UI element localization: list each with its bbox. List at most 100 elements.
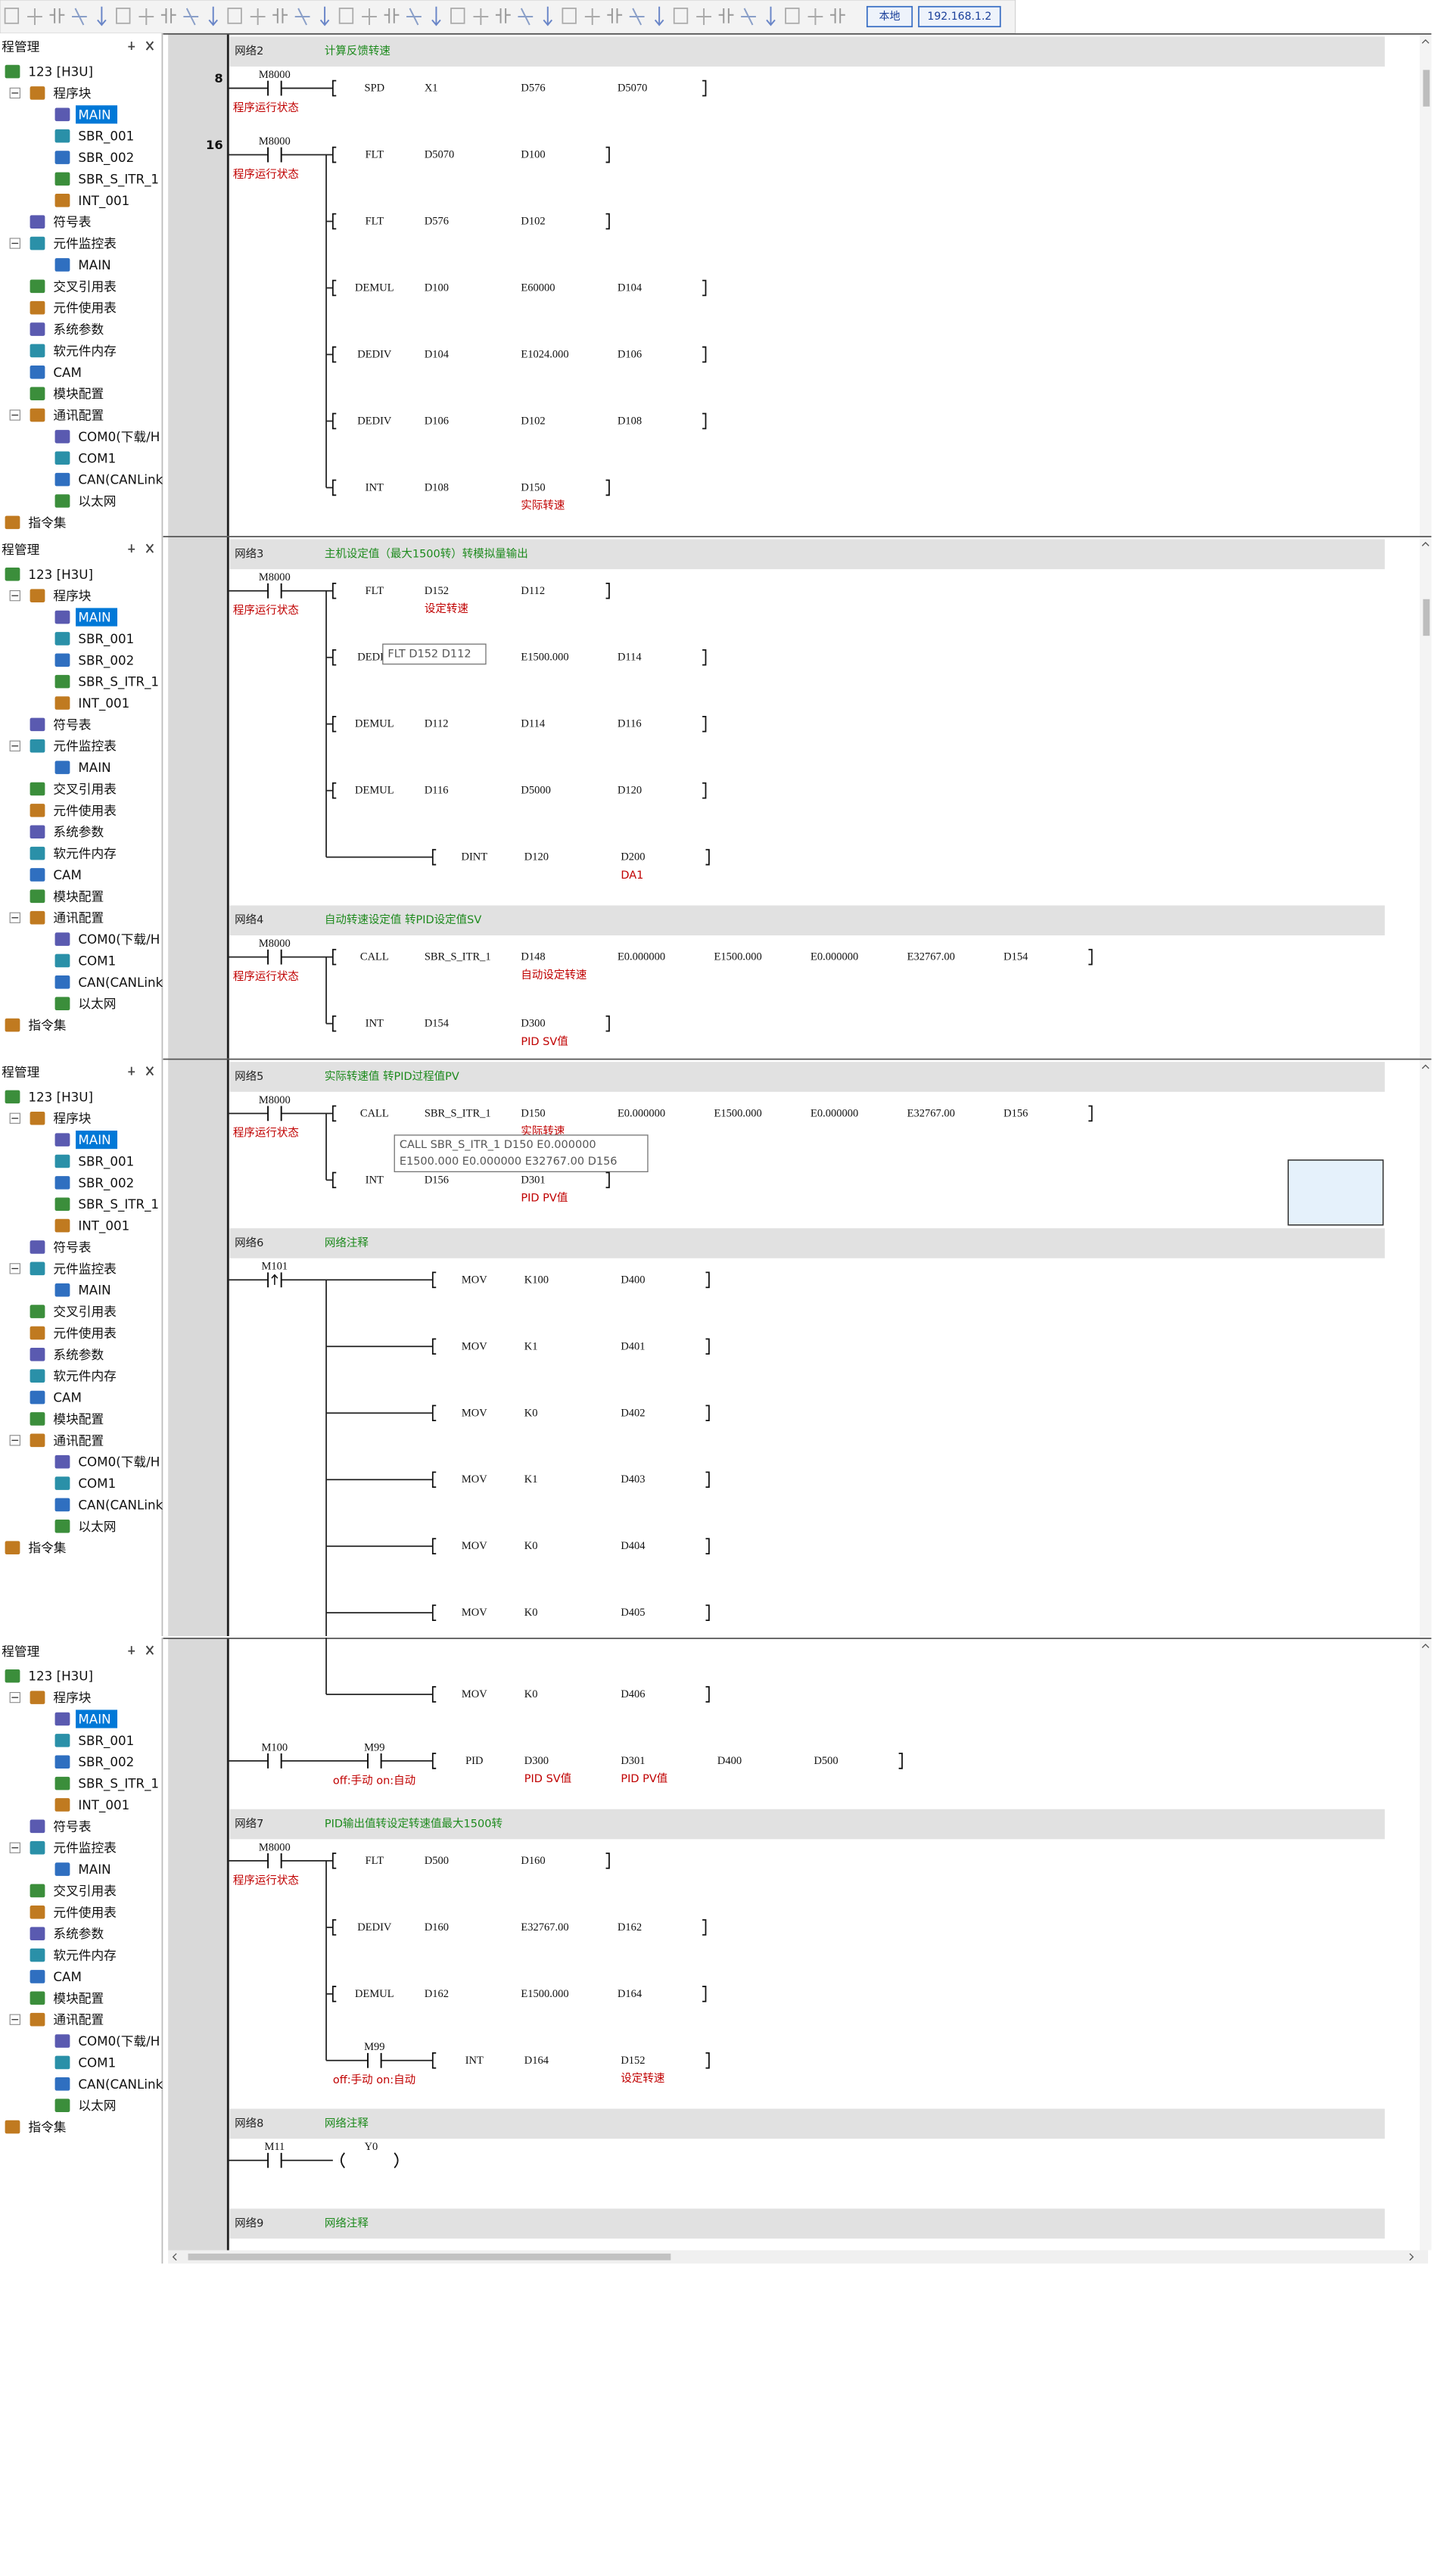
toolbar-icon[interactable] [319,6,330,26]
tree-item[interactable]: 软元件内存 [53,343,117,358]
tree-item[interactable]: SBR_002 [78,150,134,166]
tree-item[interactable]: MAIN [78,760,110,775]
tree-item[interactable]: SBR_002 [78,1754,134,1770]
tree-item[interactable]: 交叉引用表 [53,278,117,294]
tree-item[interactable]: 指令集 [28,1540,66,1555]
tree-item[interactable]: 元件监控表 [53,739,117,754]
toolbar-icon[interactable] [160,8,176,23]
tree-item[interactable]: CAM [53,365,82,380]
scroll-up[interactable] [1421,1644,1430,1648]
toolbar-icon[interactable] [562,8,577,24]
tree-item[interactable]: 元件监控表 [53,236,117,251]
tree-item[interactable]: MAIN [78,1862,110,1877]
pin-button[interactable] [128,41,135,50]
tree-item[interactable]: COM0(下载/H [78,932,160,947]
tree-item[interactable]: 以太网 [78,1519,116,1534]
tree-item[interactable]: SBR_S_ITR_1 [78,1776,159,1792]
tree-item[interactable]: CAN(CANLink [78,472,163,487]
pin-button[interactable] [128,544,135,553]
toolbar-icon[interactable] [431,6,441,26]
tree-item[interactable]: SBR_001 [78,1733,134,1749]
tree-item[interactable]: MAIN [78,1132,110,1147]
tree-item[interactable]: 通讯配置 [53,910,104,926]
toolbar-icon[interactable] [27,8,42,25]
toolbar-icon[interactable] [250,8,266,25]
toolbar-icon[interactable] [543,6,553,26]
toolbar-icon[interactable] [629,8,645,26]
toolbar-icon[interactable] [584,8,600,25]
tree-item[interactable]: COM0(下载/H [78,429,160,444]
tree-item[interactable]: 系统参数 [53,1926,104,1941]
tree-item[interactable]: 符号表 [53,717,91,732]
toolbar-icon[interactable] [272,8,288,23]
tree-item[interactable]: CAN(CANLink [78,975,163,990]
tree-item[interactable]: 模块配置 [53,888,104,904]
close-button[interactable] [145,1066,154,1076]
ip-button[interactable] [918,5,1001,28]
toolbar-icon[interactable] [807,8,823,25]
tree-item[interactable]: 元件使用表 [53,300,117,316]
toolbar-icon[interactable] [766,6,776,26]
tree-item[interactable]: 系统参数 [53,1347,104,1362]
pin-button[interactable] [128,1066,135,1075]
tree-item[interactable]: 模块配置 [53,1990,104,2005]
tree-item[interactable]: 元件使用表 [53,1905,117,1920]
tree-item[interactable]: 程序块 [53,1690,91,1705]
toolbar-icon[interactable] [97,6,107,26]
tree-item[interactable]: 通讯配置 [53,2012,104,2027]
tree-item[interactable]: 符号表 [53,1240,91,1255]
tree-item[interactable]: 系统参数 [53,322,104,337]
tree-item[interactable]: 模块配置 [53,1411,104,1426]
toolbar-icon[interactable] [673,8,689,24]
scroll-up[interactable] [1421,542,1430,546]
toolbar-icon[interactable] [406,8,422,26]
toolbar-icon[interactable] [72,8,87,26]
tree-item[interactable]: 以太网 [78,996,116,1011]
tree-item[interactable]: 123 [H3U] [28,567,93,582]
tree-item[interactable]: SBR_S_ITR_1 [78,171,159,187]
tree-item[interactable]: MAIN [78,610,110,625]
tree-item[interactable]: MAIN [78,1283,110,1298]
tree-item[interactable]: 程序块 [53,86,91,101]
tree-item[interactable]: CAM [53,1969,82,1984]
toolbar-icon[interactable] [338,8,354,24]
toolbar-icon[interactable] [607,8,623,23]
pin-button[interactable] [128,1646,135,1655]
scroll-left[interactable] [172,2253,177,2261]
tree-item[interactable]: 以太网 [78,493,116,509]
toolbar-icon[interactable] [227,8,242,24]
close-button[interactable] [145,543,154,553]
toolbar-icon[interactable] [495,8,511,23]
tree-item[interactable]: 元件使用表 [53,1325,117,1340]
tree-item[interactable]: 交叉引用表 [53,781,117,796]
tree-item[interactable]: 元件监控表 [53,1840,117,1856]
tree-item[interactable]: 交叉引用表 [53,1304,117,1319]
tree-item[interactable]: COM1 [78,1476,116,1491]
toolbar-icon[interactable] [116,8,131,24]
tree-item[interactable]: 交叉引用表 [53,1883,117,1898]
tree-item[interactable]: COM0(下载/H [78,2033,160,2049]
tree-item[interactable]: COM1 [78,450,116,465]
tree-item[interactable]: SBR_001 [78,129,134,145]
tree-item[interactable]: 模块配置 [53,386,104,401]
scroll-up[interactable] [1421,1064,1430,1069]
toolbar-icon[interactable] [294,8,310,26]
tree-item[interactable]: SBR_001 [78,1153,134,1169]
tree-item[interactable]: 通讯配置 [53,1433,104,1448]
scroll-up[interactable] [1421,39,1430,44]
tree-item[interactable]: CAN(CANLink [78,1497,163,1512]
tree-item[interactable]: 软元件内存 [53,846,117,861]
tree-item[interactable]: 系统参数 [53,824,104,839]
toolbar-icon[interactable] [49,8,65,23]
tree-item[interactable]: SBR_001 [78,631,134,647]
tree-item[interactable]: CAM [53,1390,82,1405]
toolbar-icon[interactable] [362,8,377,25]
close-button[interactable] [145,1645,154,1655]
tree-item[interactable]: INT_001 [78,193,129,209]
tree-item[interactable]: MAIN [78,1711,110,1726]
tree-item[interactable]: 123 [H3U] [28,64,93,79]
tree-item[interactable]: 程序块 [53,588,91,603]
tree-item[interactable]: 符号表 [53,1818,91,1834]
toolbar-icon[interactable] [183,8,199,26]
tree-item[interactable]: INT_001 [78,1218,129,1234]
